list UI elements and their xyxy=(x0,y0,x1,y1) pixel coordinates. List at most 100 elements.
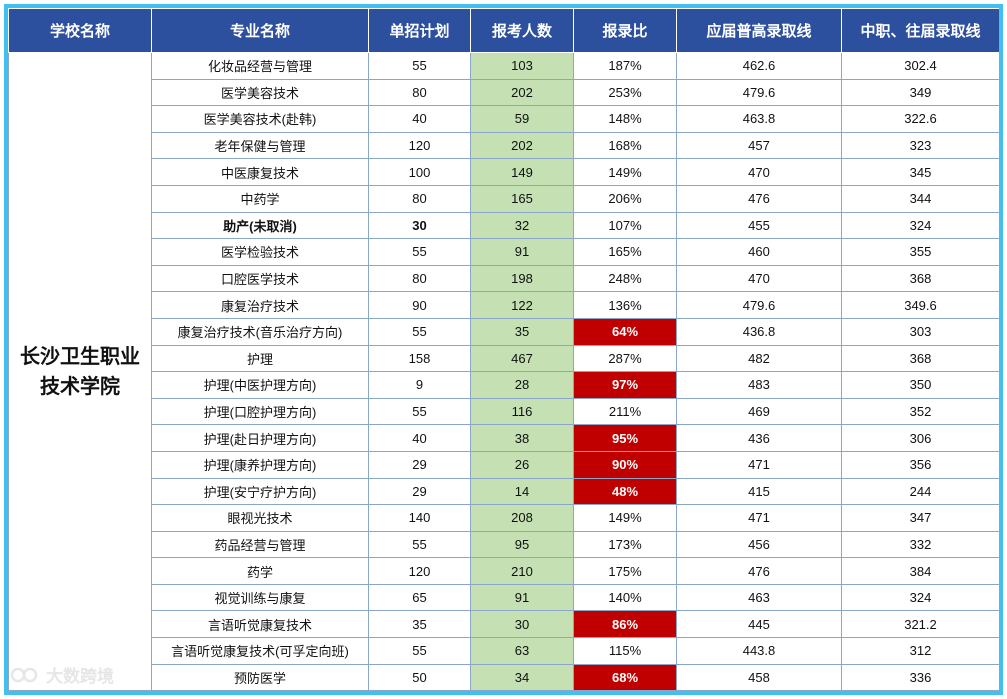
applicants-cell: 210 xyxy=(470,557,574,585)
score-general-cell: 479.6 xyxy=(676,78,842,107)
table-row: 护理(安宁疗护方向) 29 14 48% 415 244 xyxy=(9,477,999,506)
major-cell: 助产(未取消) xyxy=(151,211,369,240)
quota-cell: 55 xyxy=(368,238,471,266)
major-cell: 化妆品经营与管理 xyxy=(151,52,369,80)
score-vocational-cell: 368 xyxy=(841,264,999,293)
score-general-cell: 458 xyxy=(676,663,842,691)
applicants-cell: 202 xyxy=(470,78,574,107)
quota-cell: 65 xyxy=(368,583,471,612)
score-general-cell: 469 xyxy=(676,397,842,426)
applicants-cell: 63 xyxy=(470,637,574,665)
score-general-cell: 436 xyxy=(676,424,842,452)
quota-cell: 30 xyxy=(368,211,471,240)
ratio-cell: 115% xyxy=(573,637,677,665)
admission-table: 学校名称 专业名称 单招计划 报考人数 报录比 应届普高录取线 中职、往届录取线… xyxy=(8,8,999,691)
ratio-cell: 149% xyxy=(573,504,677,532)
table-row: 长沙卫生职业技术学院 化妆品经营与管理 55 103 187% 462.6 302.4 xyxy=(8,51,999,691)
ratio-cell: 95% xyxy=(573,424,677,452)
major-cell: 中医康复技术 xyxy=(151,158,369,186)
score-vocational-cell: 344 xyxy=(841,184,999,213)
table-row: 护理(康养护理方向) 29 26 90% 471 356 xyxy=(9,450,999,479)
applicants-cell: 14 xyxy=(470,477,574,506)
quota-cell: 35 xyxy=(368,610,471,639)
quota-cell: 120 xyxy=(368,131,471,160)
quota-cell: 90 xyxy=(368,291,471,319)
ratio-cell: 248% xyxy=(573,264,677,293)
score-vocational-cell: 355 xyxy=(841,238,999,266)
score-general-cell: 436.8 xyxy=(676,317,842,346)
major-cell: 药学 xyxy=(151,557,369,585)
score-general-cell: 479.6 xyxy=(676,291,842,319)
header-quota: 单招计划 xyxy=(368,8,471,53)
major-cell: 预防医学 xyxy=(151,663,369,691)
score-general-cell: 462.6 xyxy=(676,52,842,80)
score-vocational-cell: 324 xyxy=(841,211,999,240)
ratio-cell: 48% xyxy=(573,477,677,506)
header-applicants: 报考人数 xyxy=(470,8,574,53)
score-vocational-cell: 312 xyxy=(841,637,999,665)
table-row: 康复治疗技术 90 122 136% 479.6 349.6 xyxy=(9,291,999,319)
score-vocational-cell: 323 xyxy=(841,131,999,160)
score-general-cell: 471 xyxy=(676,450,842,479)
score-vocational-cell: 345 xyxy=(841,158,999,186)
table-row: 护理 158 467 287% 482 368 xyxy=(9,344,999,373)
table-row: 中医康复技术 100 149 149% 470 345 xyxy=(9,158,999,186)
applicants-cell: 91 xyxy=(470,238,574,266)
applicants-cell: 91 xyxy=(470,583,574,612)
table-row: 助产(未取消) 30 32 107% 455 324 xyxy=(9,211,999,240)
table-row: 药学 120 210 175% 476 384 xyxy=(9,557,999,585)
quota-cell: 80 xyxy=(368,78,471,107)
major-cell: 医学检验技术 xyxy=(151,238,369,266)
table-row: 言语听觉康复技术 35 30 86% 445 321.2 xyxy=(9,610,999,639)
score-vocational-cell: 321.2 xyxy=(841,610,999,639)
header-score-vocational: 中职、往届录取线 xyxy=(841,8,999,53)
quota-cell: 55 xyxy=(368,637,471,665)
score-general-cell: 445 xyxy=(676,610,842,639)
quota-cell: 29 xyxy=(368,477,471,506)
major-cell: 言语听觉康复技术(可孚定向班) xyxy=(151,637,369,665)
major-cell: 康复治疗技术 xyxy=(151,291,369,319)
quota-cell: 9 xyxy=(368,371,471,399)
table-row: 药品经营与管理 55 95 173% 456 332 xyxy=(9,530,999,559)
major-cell: 医学美容技术 xyxy=(151,78,369,107)
applicants-cell: 198 xyxy=(470,264,574,293)
table-frame: 学校名称 专业名称 单招计划 报考人数 报录比 应届普高录取线 中职、往届录取线… xyxy=(4,4,1003,695)
score-vocational-cell: 356 xyxy=(841,450,999,479)
score-vocational-cell: 347 xyxy=(841,504,999,532)
quota-cell: 120 xyxy=(368,557,471,585)
applicants-cell: 149 xyxy=(470,158,574,186)
score-vocational-cell: 322.6 xyxy=(841,105,999,133)
table-row: 言语听觉康复技术(可孚定向班) 55 63 115% 443.8 312 xyxy=(9,637,999,665)
score-general-cell: 483 xyxy=(676,371,842,399)
applicants-cell: 208 xyxy=(470,504,574,532)
table-row: 老年保健与管理 120 202 168% 457 323 xyxy=(9,131,999,160)
ratio-cell: 90% xyxy=(573,450,677,479)
score-general-cell: 455 xyxy=(676,211,842,240)
quota-cell: 100 xyxy=(368,158,471,186)
table-row: 护理(口腔护理方向) 55 116 211% 469 352 xyxy=(9,397,999,426)
major-cell: 视觉训练与康复 xyxy=(151,583,369,612)
applicants-cell: 38 xyxy=(470,424,574,452)
applicants-cell: 95 xyxy=(470,530,574,559)
quota-cell: 29 xyxy=(368,450,471,479)
applicants-cell: 467 xyxy=(470,344,574,373)
applicants-cell: 32 xyxy=(470,211,574,240)
applicants-cell: 59 xyxy=(470,105,574,133)
table-row: 眼视光技术 140 208 149% 471 347 xyxy=(9,504,999,532)
ratio-cell: 206% xyxy=(573,184,677,213)
major-cell: 护理(赴日护理方向) xyxy=(151,424,369,452)
score-vocational-cell: 384 xyxy=(841,557,999,585)
applicants-cell: 30 xyxy=(470,610,574,639)
score-general-cell: 476 xyxy=(676,557,842,585)
ratio-cell: 187% xyxy=(573,52,677,80)
quota-cell: 140 xyxy=(368,504,471,532)
quota-cell: 55 xyxy=(368,52,471,80)
table-body: 长沙卫生职业技术学院 化妆品经营与管理 55 103 187% 462.6 302.4 医学美… xyxy=(8,51,999,691)
table-row: 康复治疗技术(音乐治疗方向) 55 35 64% 436.8 303 xyxy=(9,317,999,346)
quota-cell: 50 xyxy=(368,663,471,691)
score-general-cell: 476 xyxy=(676,184,842,213)
score-vocational-cell: 324 xyxy=(841,583,999,612)
major-cell: 老年保健与管理 xyxy=(151,131,369,160)
header-school: 学校名称 xyxy=(8,8,152,53)
table-row: 护理(中医护理方向) 9 28 97% 483 350 xyxy=(9,371,999,399)
